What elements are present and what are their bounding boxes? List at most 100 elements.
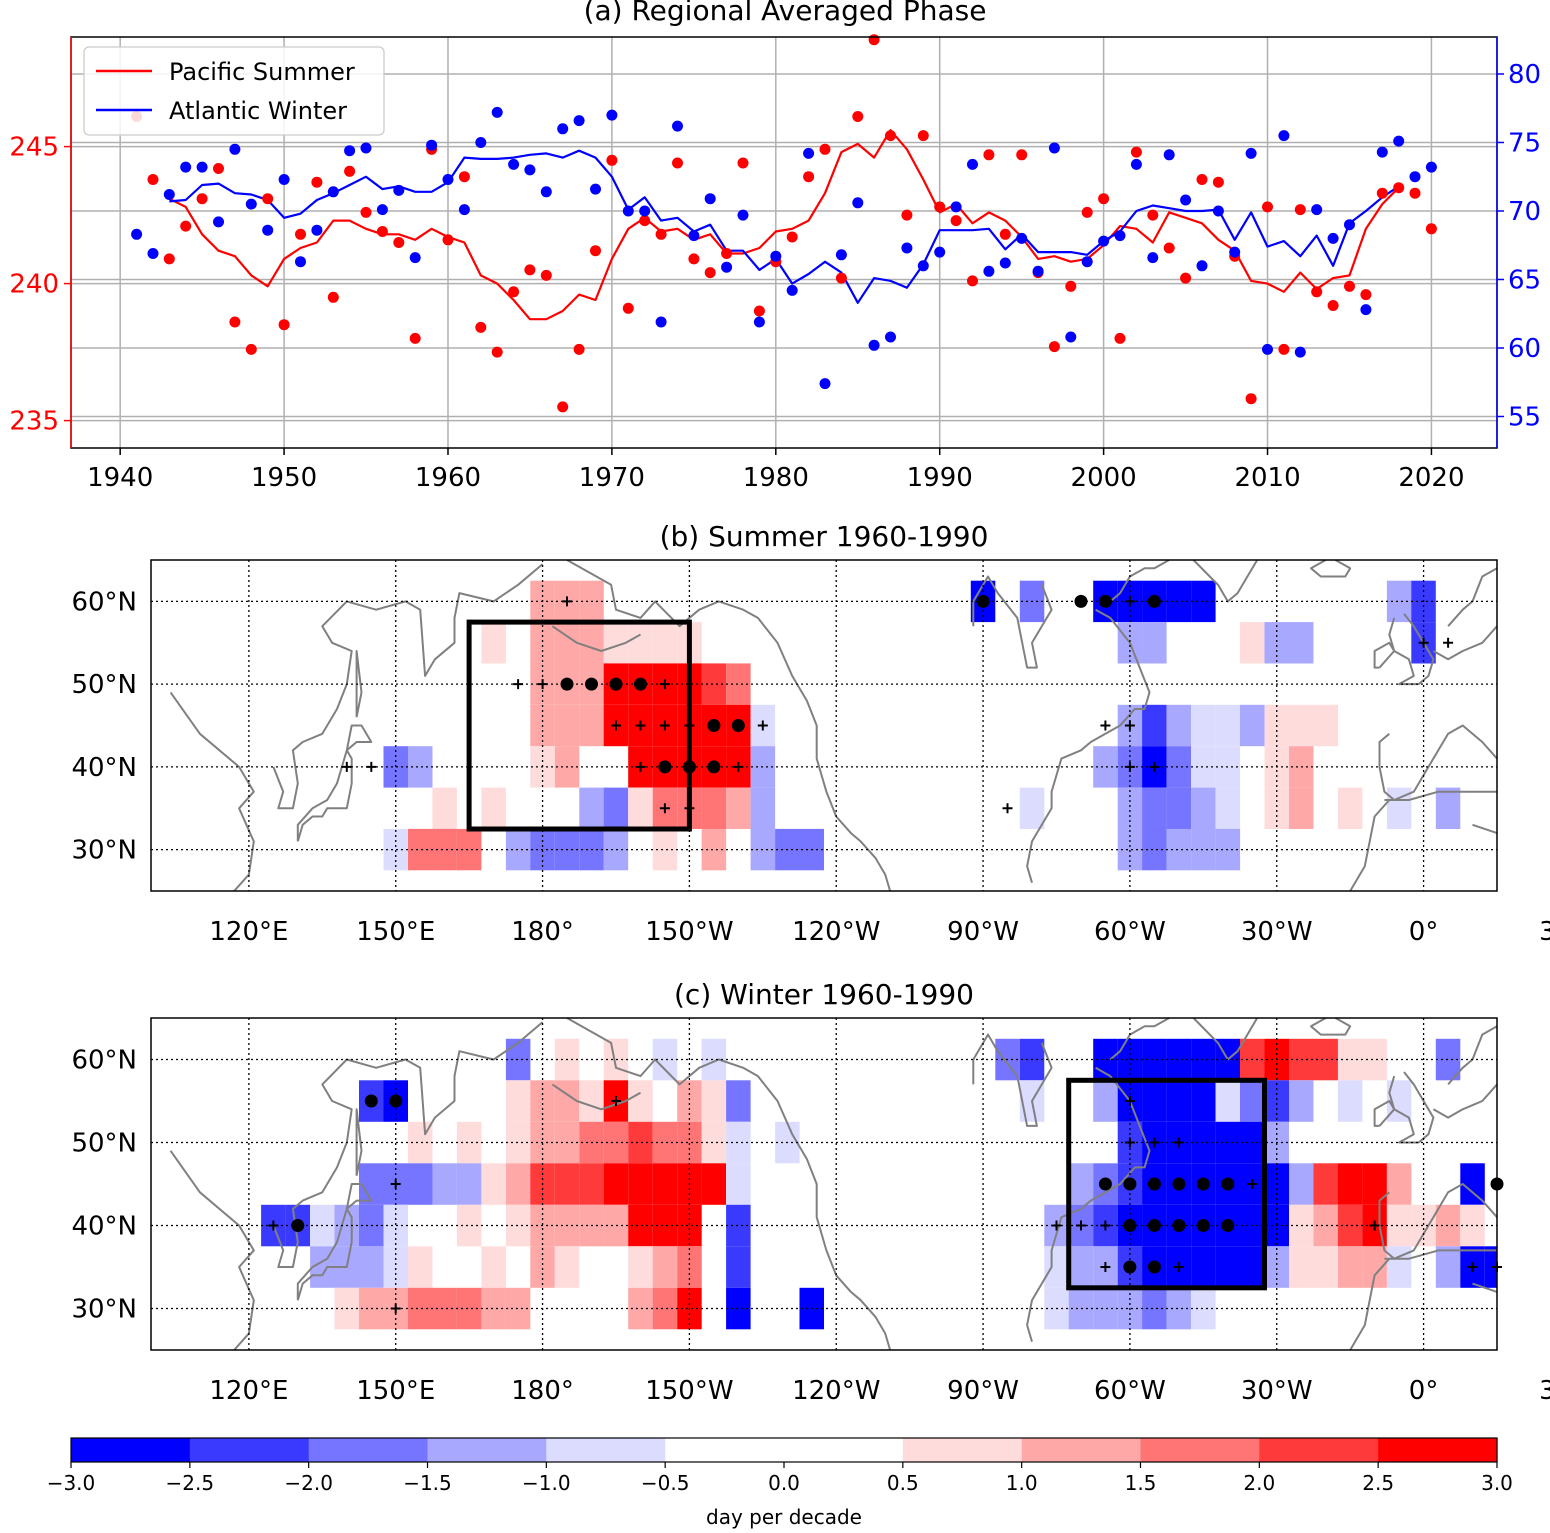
pacific-point	[967, 275, 978, 287]
atlantic-point	[1098, 235, 1110, 247]
significance-dot	[1074, 594, 1088, 608]
significance-dot	[1196, 1177, 1210, 1191]
trend-cell	[359, 1246, 384, 1288]
averaging-region-box	[466, 619, 692, 832]
trend-cell	[628, 1080, 653, 1122]
trend-cell	[1240, 1080, 1265, 1122]
trend-cell	[432, 1163, 457, 1205]
coastline	[551, 1083, 641, 1111]
trend-cell	[1264, 1246, 1289, 1288]
significance-plus	[537, 679, 548, 690]
significance-plus	[635, 761, 646, 772]
coastline	[1192, 559, 1259, 603]
coastline	[972, 575, 1053, 669]
atlantic-point	[393, 184, 405, 196]
x-tick-label: 2010	[1234, 463, 1300, 493]
significance-dot	[1172, 1219, 1186, 1232]
colorbar-swatch	[902, 1438, 1023, 1462]
atlantic-point	[1262, 343, 1273, 355]
pacific-point	[327, 291, 339, 303]
pacific-point	[1409, 187, 1421, 199]
coastline	[355, 1108, 363, 1176]
trend-cell	[1337, 1080, 1363, 1122]
trend-cell	[701, 787, 727, 829]
pacific-point	[163, 253, 175, 265]
pacific-point	[557, 401, 569, 413]
atlantic-point	[770, 250, 782, 262]
significance-plus	[562, 596, 572, 607]
pacific-point	[458, 171, 470, 183]
pacific-point	[344, 165, 356, 177]
atlantic-point	[131, 228, 143, 240]
trend-cell	[1191, 1080, 1216, 1122]
pacific-point	[590, 245, 601, 257]
trend-cell	[628, 622, 653, 664]
trend-cell	[530, 622, 555, 664]
significance-dot	[291, 1219, 305, 1232]
atlantic-point	[442, 174, 454, 185]
x-tick-label: 1990	[907, 463, 973, 493]
atlantic-point	[917, 260, 929, 272]
significance-plus	[1124, 1096, 1135, 1106]
atlantic-point	[278, 174, 290, 185]
trend-cell	[1484, 1246, 1497, 1288]
trend-cell	[1337, 1246, 1363, 1288]
trend-cell	[1068, 1246, 1094, 1288]
atlantic-point	[967, 158, 978, 170]
colorbar-tick-label: −0.5	[641, 1471, 690, 1495]
colorbar-tick-label: 2.5	[1362, 1471, 1394, 1495]
significance-dot	[1147, 1177, 1161, 1191]
trend-cell	[1142, 704, 1167, 747]
coastline	[1472, 1282, 1498, 1293]
trend-cell	[1019, 787, 1045, 829]
coastline	[169, 691, 255, 892]
panel-c-title: (c) Winter 1960-1990	[674, 978, 974, 1011]
atlantic-point	[1065, 331, 1077, 343]
coastline	[1432, 1083, 1498, 1119]
pacific-point	[393, 237, 405, 248]
y-right-tick-label: 80	[1508, 60, 1541, 90]
atlantic-point	[426, 139, 438, 151]
colorbar: −3.0 −2.5 −2.0 −1.5 −1.0 −0.5 0.0 0.5 1.0 1.5 2.0 2…	[47, 1437, 1513, 1529]
coastline	[296, 1183, 373, 1301]
significance-dot	[1098, 594, 1112, 608]
trend-cell	[726, 1163, 751, 1205]
pacific-point	[1262, 201, 1273, 213]
coastline	[1378, 724, 1498, 801]
coastline	[566, 559, 892, 892]
trend-cell	[726, 787, 751, 829]
significance-dot	[1147, 1260, 1161, 1274]
latitude-label: 30°N	[71, 836, 137, 866]
atlantic-point	[1245, 147, 1257, 159]
trend-cell	[1215, 787, 1241, 829]
trend-cell	[1435, 1246, 1461, 1288]
longitude-label: 120°W	[792, 1376, 880, 1406]
pacific-point	[376, 226, 388, 237]
trend-cell	[505, 1080, 531, 1122]
y-right-tick-label: 75	[1508, 128, 1541, 158]
pacific-point	[524, 264, 536, 276]
significance-dot	[707, 719, 721, 732]
atlantic-point	[1409, 171, 1421, 183]
colorbar-swatch	[1021, 1438, 1142, 1462]
trend-cell	[1142, 622, 1167, 664]
atlantic-point	[1196, 260, 1208, 272]
x-tick-label: 2020	[1398, 463, 1464, 493]
significance-dot	[1172, 1177, 1186, 1191]
atlantic-point	[835, 249, 847, 261]
atlantic-point	[672, 120, 683, 132]
colorbar-tick-label: 0.5	[887, 1471, 919, 1495]
latitude-label: 40°N	[71, 753, 137, 783]
significance-plus	[659, 803, 670, 814]
significance-plus	[635, 720, 646, 731]
trend-cell	[1264, 622, 1289, 664]
significance-dot	[1147, 1219, 1161, 1232]
trend-cell	[1068, 1163, 1094, 1205]
trend-cell	[628, 787, 653, 829]
atlantic-point	[737, 209, 749, 221]
trend-cell	[1117, 787, 1143, 829]
atlantic-point	[458, 204, 470, 216]
pacific-point	[606, 154, 618, 166]
trend-cell	[1289, 1163, 1314, 1205]
pacific-point	[1245, 393, 1257, 405]
